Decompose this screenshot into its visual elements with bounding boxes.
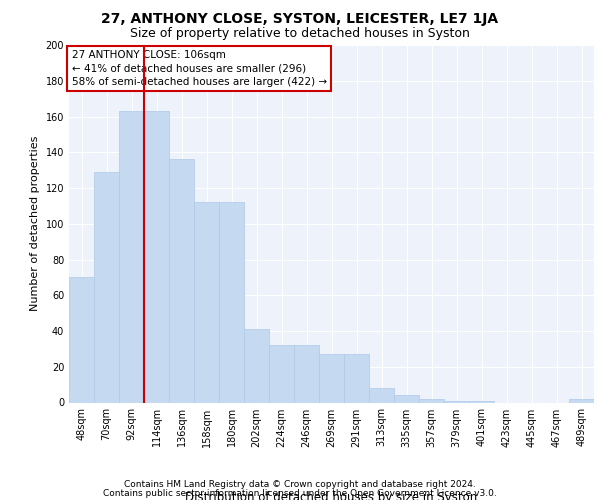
Text: Contains public sector information licensed under the Open Government Licence v3: Contains public sector information licen…: [103, 488, 497, 498]
Bar: [169, 160, 194, 402]
Text: Contains HM Land Registry data © Crown copyright and database right 2024.: Contains HM Land Registry data © Crown c…: [124, 480, 476, 489]
Text: 27, ANTHONY CLOSE, SYSTON, LEICESTER, LE7 1JA: 27, ANTHONY CLOSE, SYSTON, LEICESTER, LE…: [101, 12, 499, 26]
Bar: [119, 111, 144, 403]
Bar: [319, 354, 344, 403]
Y-axis label: Number of detached properties: Number of detached properties: [30, 136, 40, 312]
Bar: [369, 388, 394, 402]
Bar: [94, 172, 119, 402]
Bar: [419, 399, 444, 402]
Bar: [469, 400, 494, 402]
Bar: [219, 202, 244, 402]
Bar: [344, 354, 369, 403]
Text: 27 ANTHONY CLOSE: 106sqm
← 41% of detached houses are smaller (296)
58% of semi-: 27 ANTHONY CLOSE: 106sqm ← 41% of detach…: [71, 50, 327, 87]
Text: Size of property relative to detached houses in Syston: Size of property relative to detached ho…: [130, 28, 470, 40]
X-axis label: Distribution of detached houses by size in Syston: Distribution of detached houses by size …: [185, 491, 478, 500]
Bar: [569, 399, 594, 402]
Bar: [144, 111, 169, 403]
Bar: [444, 400, 469, 402]
Bar: [244, 329, 269, 402]
Bar: [194, 202, 219, 402]
Bar: [69, 278, 94, 402]
Bar: [394, 396, 419, 402]
Bar: [269, 346, 294, 403]
Bar: [294, 346, 319, 403]
